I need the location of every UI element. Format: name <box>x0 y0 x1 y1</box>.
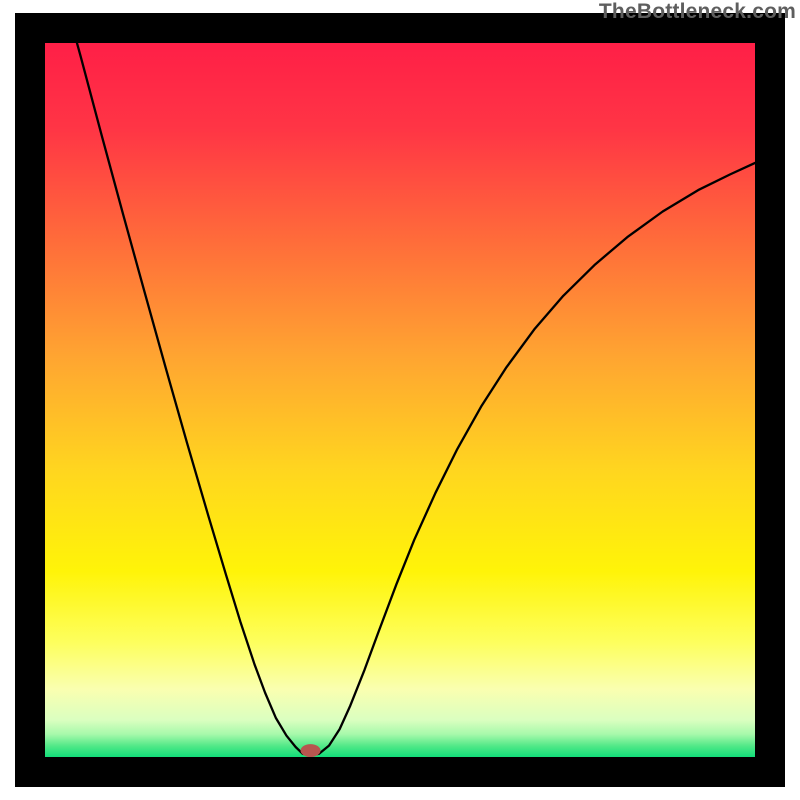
bottleneck-chart <box>0 0 800 800</box>
chart-gradient-background <box>45 43 755 757</box>
watermark-text: TheBottleneck.com <box>599 0 796 24</box>
chart-stage: TheBottleneck.com <box>0 0 800 800</box>
optimal-point-marker <box>301 744 321 757</box>
